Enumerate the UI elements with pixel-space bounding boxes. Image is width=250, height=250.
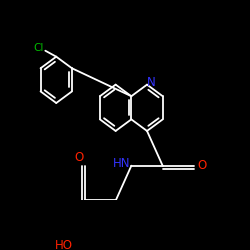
Text: HO: HO [55,238,73,250]
Text: O: O [197,159,206,172]
Text: HN: HN [113,157,131,170]
Text: Cl: Cl [34,43,44,53]
Text: N: N [147,76,156,89]
Text: O: O [74,151,84,164]
